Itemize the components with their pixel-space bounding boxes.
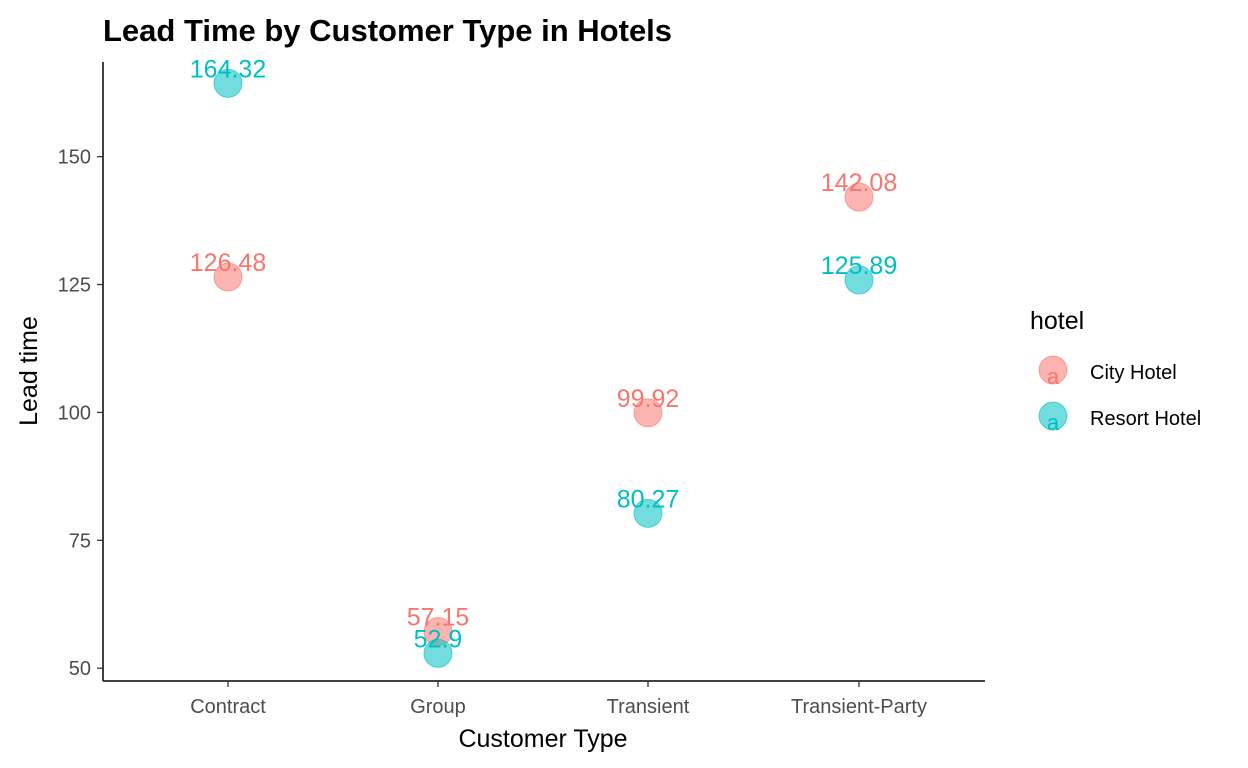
x-tick-label: Transient-Party bbox=[791, 696, 927, 718]
data-point bbox=[213, 262, 243, 292]
x-axis-title: Customer Type bbox=[458, 725, 627, 753]
legend-key bbox=[1038, 401, 1068, 431]
x-tick-label: Contract bbox=[190, 696, 266, 718]
y-tick-label: 50 bbox=[69, 658, 91, 680]
y-tick-label: 150 bbox=[58, 147, 91, 169]
data-label: 52.9 bbox=[414, 625, 463, 653]
legend-key bbox=[1038, 355, 1068, 385]
x-axis: Contract Group Transient Transient-Party bbox=[103, 680, 985, 718]
data-point bbox=[844, 265, 874, 295]
data-label: 164.32 bbox=[190, 55, 266, 83]
y-tick-label: 125 bbox=[58, 275, 91, 297]
legend-title: hotel bbox=[1030, 307, 1084, 335]
y-tick-label: 100 bbox=[58, 402, 91, 424]
data-points bbox=[213, 68, 874, 668]
data-point bbox=[633, 398, 663, 428]
legend-key-glyph: a bbox=[1047, 410, 1060, 435]
data-label: 99.92 bbox=[617, 385, 680, 413]
x-tick-label: Transient bbox=[607, 696, 690, 718]
data-point bbox=[213, 68, 243, 98]
data-point bbox=[633, 498, 663, 528]
data-labels: 126.48 57.15 99.92 142.08 164.32 52.9 80.27 125… bbox=[190, 55, 897, 653]
x-tick-label: Group bbox=[410, 696, 466, 718]
y-axis: 50 75 100 125 150 bbox=[58, 62, 104, 681]
data-point bbox=[423, 638, 453, 668]
chart-title: Lead Time by Customer Type in Hotels bbox=[103, 13, 672, 48]
data-point bbox=[844, 182, 874, 212]
data-label: 126.48 bbox=[190, 249, 266, 277]
legend-label: City Hotel bbox=[1090, 362, 1177, 384]
legend: hotel a City Hotel a Resort Hotel bbox=[1030, 307, 1201, 435]
data-label: 125.89 bbox=[821, 252, 897, 280]
y-tick-label: 75 bbox=[69, 530, 91, 552]
data-label: 142.08 bbox=[821, 169, 897, 197]
data-label: 57.15 bbox=[407, 604, 470, 632]
legend-label: Resort Hotel bbox=[1090, 408, 1201, 430]
y-axis-title: Lead time bbox=[15, 316, 43, 426]
legend-key-glyph: a bbox=[1047, 364, 1060, 389]
data-label: 80.27 bbox=[617, 485, 680, 513]
